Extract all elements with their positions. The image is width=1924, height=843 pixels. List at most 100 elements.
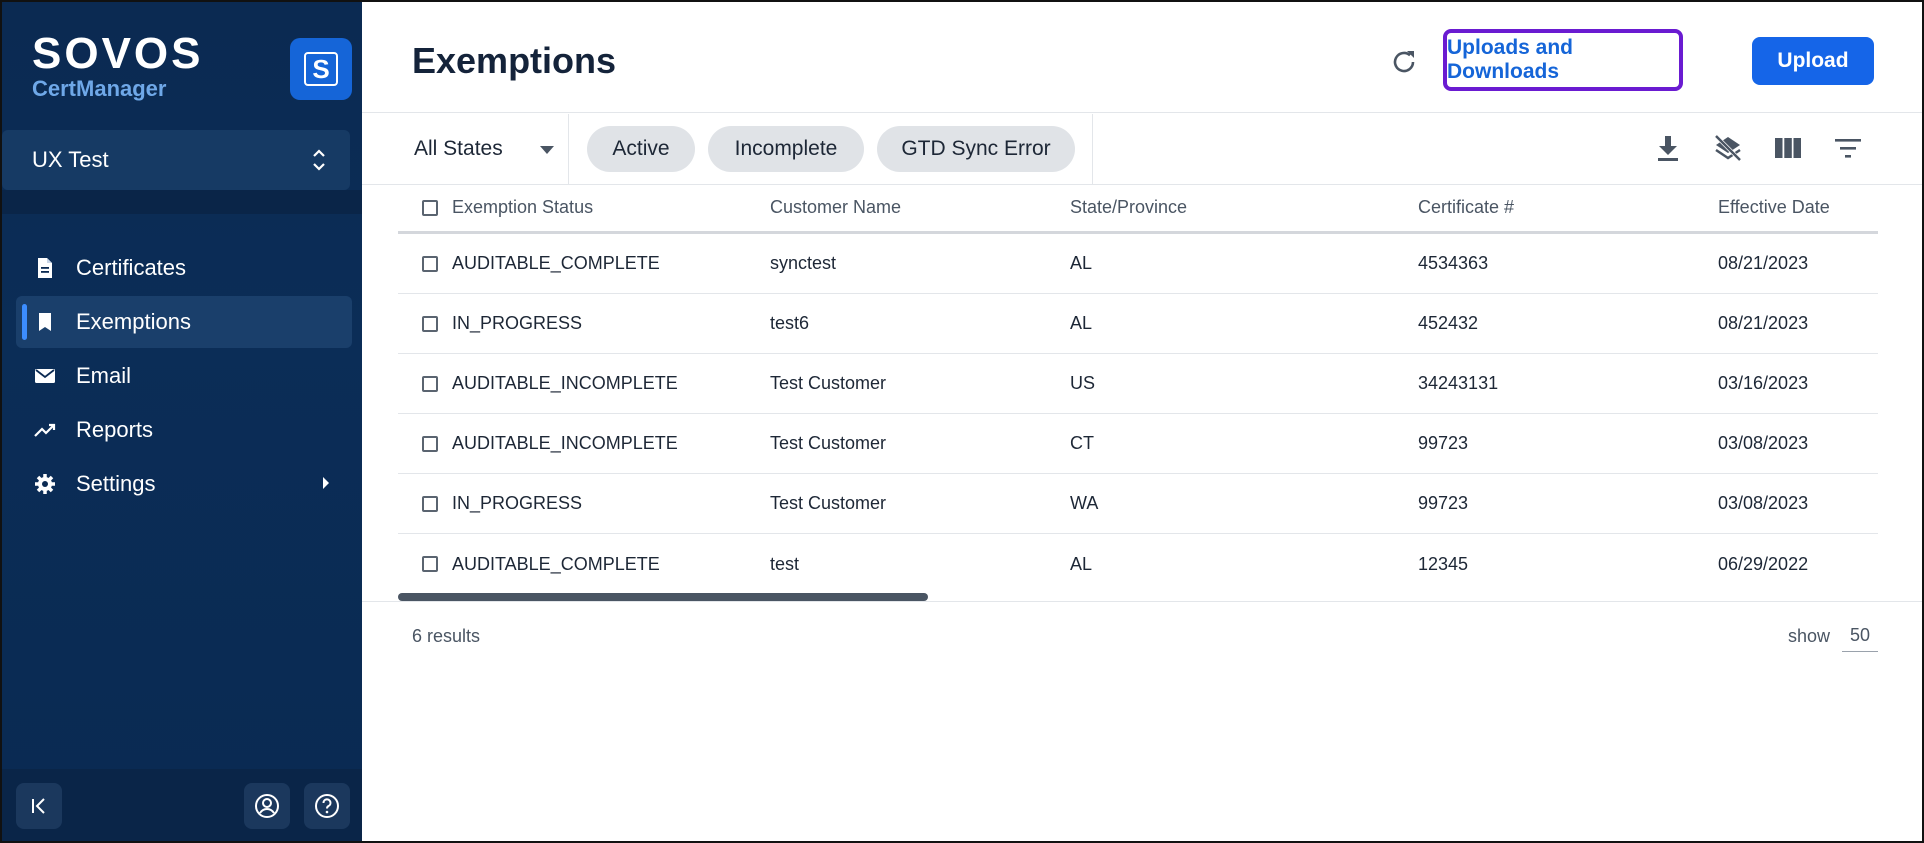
row-checkbox[interactable] <box>422 556 438 572</box>
cell-effective-date: 03/08/2023 <box>1718 493 1809 513</box>
help-icon <box>315 794 339 818</box>
cell-status: AUDITABLE_INCOMPLETE <box>452 373 678 393</box>
logo-letter: S <box>304 52 338 86</box>
cell-state: AL <box>1070 253 1093 273</box>
cell-state: WA <box>1070 493 1099 513</box>
cell-customer: Test Customer <box>770 493 887 513</box>
table-row[interactable]: AUDITABLE_INCOMPLETE Test Customer CT 99… <box>398 414 1878 474</box>
table-row[interactable]: AUDITABLE_COMPLETE test AL 12345 06/29/2… <box>398 534 1878 594</box>
sidebar-item-label: Certificates <box>76 255 187 280</box>
sidebar-item-label: Reports <box>76 417 154 442</box>
table-row[interactable]: IN_PROGRESS Test Customer WA 99723 03/08… <box>398 474 1878 534</box>
refresh-button[interactable] <box>1386 44 1422 80</box>
filter-icon <box>1835 139 1861 158</box>
sidebar-item-email[interactable]: Email <box>16 350 352 402</box>
cell-customer: synctest <box>770 253 837 273</box>
collapse-icon <box>32 798 45 814</box>
column-header-customer[interactable]: Customer Name <box>770 197 902 217</box>
sidebar: SOVOS CertManager S UX Test Certificates <box>2 2 362 841</box>
document-icon <box>34 257 56 279</box>
cell-state: AL <box>1070 313 1093 333</box>
cell-state: US <box>1070 373 1096 393</box>
select-all-checkbox[interactable] <box>422 199 438 216</box>
cell-certificate: 4534363 <box>1418 253 1489 273</box>
brand-name: SOVOS <box>32 29 204 78</box>
horizontal-scrollbar[interactable] <box>398 593 928 601</box>
cell-customer: Test Customer <box>770 373 887 393</box>
cell-effective-date: 06/29/2022 <box>1718 553 1809 574</box>
brand: SOVOS CertManager <box>32 32 204 102</box>
org-selector[interactable]: UX Test <box>2 130 350 190</box>
account-button[interactable] <box>244 783 290 829</box>
sidebar-item-certificates[interactable]: Certificates <box>16 242 352 294</box>
toolbar-divider <box>1092 114 1093 184</box>
cell-effective-date: 03/16/2023 <box>1718 373 1809 393</box>
sidebar-item-label: Email <box>76 363 132 388</box>
cell-state: CT <box>1070 433 1094 453</box>
toolbar-divider-bottom <box>362 184 1922 185</box>
sidebar-item-settings[interactable]: Settings <box>16 458 352 510</box>
sidebar-item-exemptions[interactable]: Exemptions <box>16 296 352 348</box>
cell-customer: Test Customer <box>770 433 887 453</box>
cell-status: AUDITABLE_COMPLETE <box>452 553 660 574</box>
brand-product: CertManager <box>32 76 167 101</box>
bookmark-icon <box>34 311 56 333</box>
download-button[interactable] <box>1650 130 1686 166</box>
chevron-right-icon <box>323 477 329 489</box>
page-size-select[interactable]: 50 <box>1842 620 1878 652</box>
mail-icon <box>34 365 56 387</box>
chevron-updown-icon <box>313 149 325 171</box>
toolbar-divider-top <box>362 112 1922 113</box>
sidebar-item-reports[interactable]: Reports <box>16 404 352 456</box>
app-logo[interactable]: S <box>290 38 352 100</box>
state-filter-value: All States <box>414 137 503 160</box>
cell-effective-date: 03/08/2023 <box>1718 433 1809 453</box>
column-header-certificate[interactable]: Certificate # <box>1418 197 1515 217</box>
column-header-effective-date[interactable]: Effective Date <box>1718 197 1830 217</box>
columns-button[interactable] <box>1770 130 1806 166</box>
table-row[interactable]: AUDITABLE_INCOMPLETE Test Customer US 34… <box>398 354 1878 414</box>
row-checkbox[interactable] <box>422 435 438 452</box>
layers-off-button[interactable] <box>1710 130 1746 166</box>
main-content: Exemptions Uploads and Downloads Upload … <box>362 2 1922 841</box>
page-title: Exemptions <box>412 40 617 81</box>
cell-customer: test <box>770 553 800 574</box>
caret-down-icon <box>540 146 554 154</box>
table-header: Exemption Status Customer Name State/Pro… <box>398 184 1878 234</box>
table-row[interactable]: IN_PROGRESS test6 AL 452432 08/21/2023 <box>398 294 1878 354</box>
cell-status: AUDITABLE_INCOMPLETE <box>452 433 678 453</box>
sidebar-nav: Certificates Exemptions Email Reports <box>16 242 352 512</box>
state-filter-select[interactable]: All States <box>414 126 554 172</box>
filter-chip-gtd-sync-error[interactable]: GTD Sync Error <box>877 126 1075 172</box>
row-checkbox[interactable] <box>422 255 438 272</box>
row-checkbox[interactable] <box>422 315 438 332</box>
filter-chip-active[interactable]: Active <box>587 126 695 172</box>
upload-button[interactable]: Upload <box>1752 37 1874 85</box>
download-icon <box>1658 136 1678 161</box>
row-checkbox[interactable] <box>422 495 438 512</box>
exemptions-table: Exemption Status Customer Name State/Pro… <box>398 184 1878 594</box>
cell-certificate: 12345 <box>1418 553 1469 574</box>
sidebar-item-label: Exemptions <box>76 309 191 334</box>
filter-button[interactable] <box>1830 130 1866 166</box>
gear-icon <box>34 473 56 495</box>
cell-certificate: 99723 <box>1418 433 1469 453</box>
results-count: 6 results <box>412 626 481 646</box>
column-header-status[interactable]: Exemption Status <box>452 197 594 217</box>
collapse-sidebar-button[interactable] <box>16 783 62 829</box>
column-header-state[interactable]: State/Province <box>1070 197 1188 217</box>
toolbar-divider <box>568 114 569 184</box>
trending-icon <box>34 419 56 441</box>
cell-effective-date: 08/21/2023 <box>1718 313 1809 333</box>
cell-state: AL <box>1070 553 1093 574</box>
cell-certificate: 34243131 <box>1418 373 1499 393</box>
filter-chip-incomplete[interactable]: Incomplete <box>708 126 864 172</box>
help-button[interactable] <box>304 783 350 829</box>
sidebar-divider <box>2 190 362 214</box>
uploads-downloads-button[interactable]: Uploads and Downloads <box>1443 29 1683 91</box>
cell-status: IN_PROGRESS <box>452 493 583 513</box>
layers-off-icon <box>1714 134 1742 162</box>
table-row[interactable]: AUDITABLE_COMPLETE synctest AL 4534363 0… <box>398 234 1878 294</box>
row-checkbox[interactable] <box>422 375 438 392</box>
cell-certificate: 99723 <box>1418 493 1469 513</box>
